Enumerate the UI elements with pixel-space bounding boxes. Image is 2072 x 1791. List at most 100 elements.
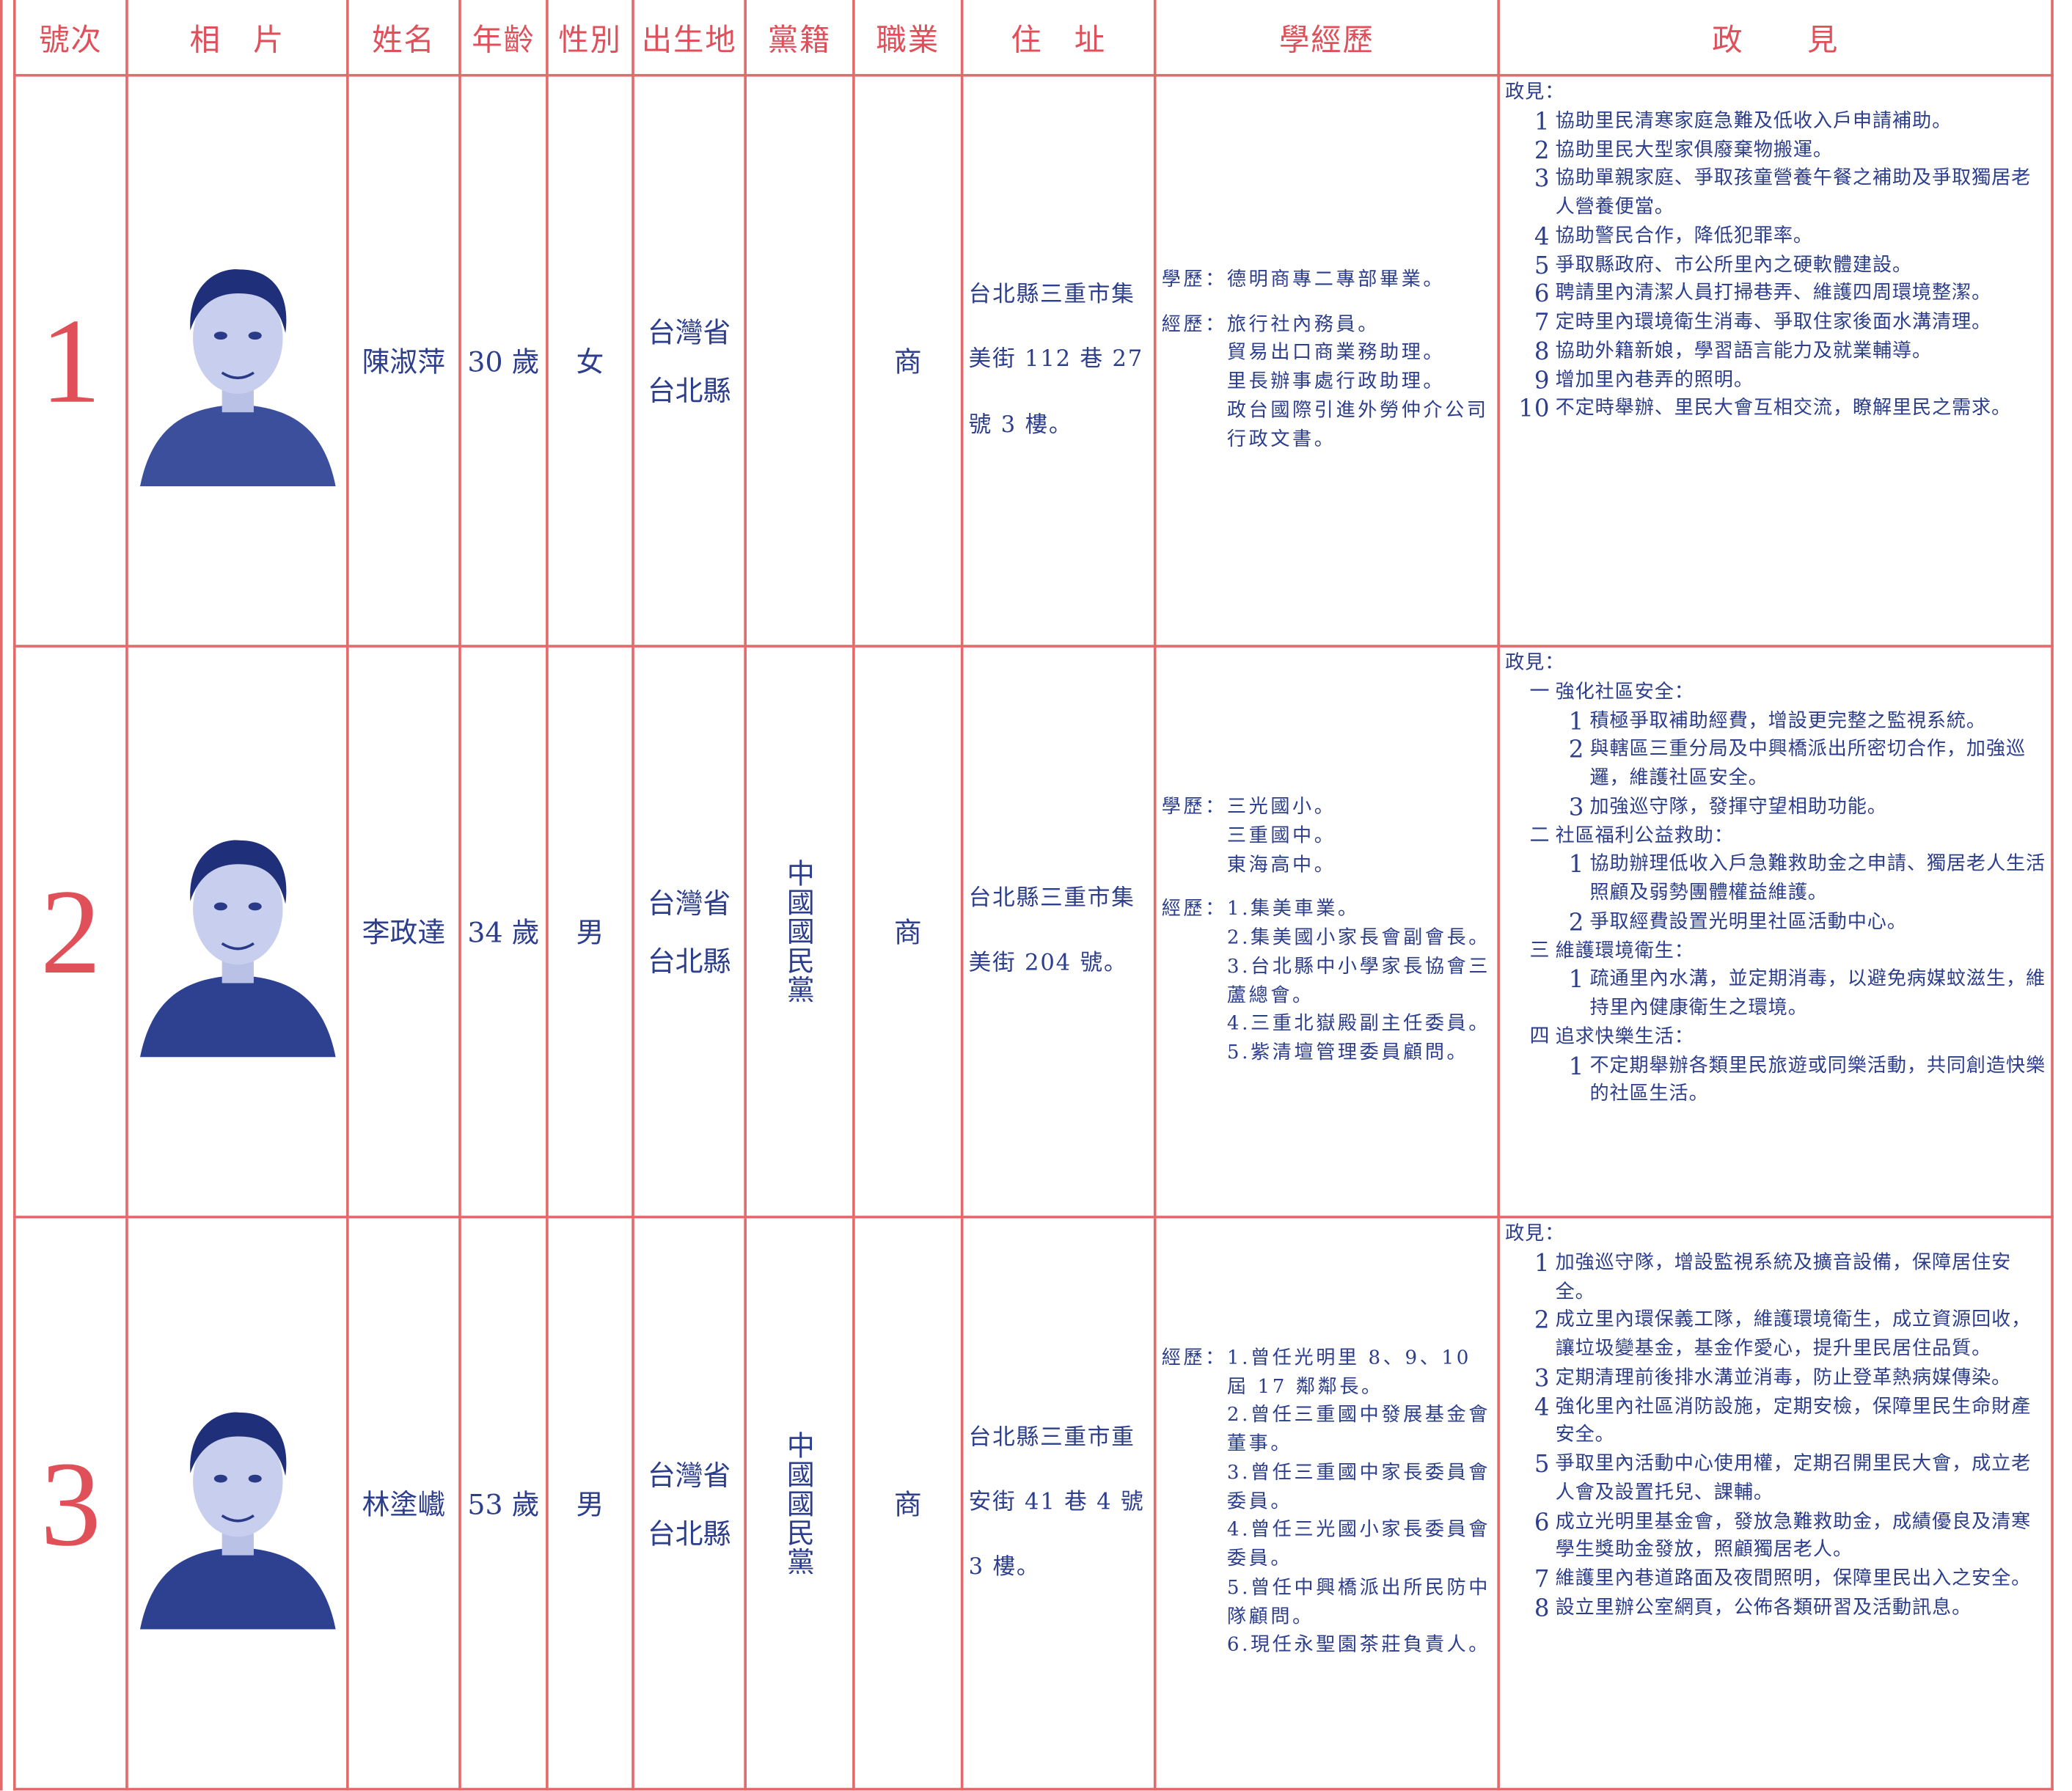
policy-number: 1 <box>1568 966 1585 995</box>
policy-text: 協助外籍新娘，學習語言能力及就業輔導。 <box>1555 340 1933 362</box>
policy-label: 政見： <box>1505 1223 1565 1245</box>
candidate-gender: 女 <box>548 76 634 648</box>
birthplace-line: 台北縣 <box>647 946 731 978</box>
policy-item: 2 爭取經費設置光明里社區活動中心。 <box>1540 909 2046 937</box>
birthplace-cell: 台灣省 台北縣 <box>634 76 747 648</box>
cv-block: 學歷： 德明商專二專部畢業。 經歷： 旅行社內務員。 貿易出口商業務助理。 里長辦事處行政… <box>1162 251 1498 471</box>
occupation: 商 <box>854 647 964 1219</box>
policy-text: 積極爭取補助經費，增設更完整之監視系統。 <box>1589 710 1986 732</box>
policy-number: 4 <box>1534 223 1551 251</box>
policy-text: 不定期舉辦各類里民旅遊或同樂活動，共同創造快樂的社區生活。 <box>1589 1055 2046 1105</box>
policy-number: 8 <box>1534 1594 1551 1623</box>
policy-text: 成立里內環保義工隊，維護環境衛生，成立資源回收，讓垃圾變基金，基金作愛心，提升里… <box>1555 1309 2032 1360</box>
candidate-number: 3 <box>13 1218 128 1791</box>
policy-item: 1 積極爭取補助經費，增設更完整之監視系統。 <box>1540 708 2046 736</box>
policy-label: 政見： <box>1505 81 1565 103</box>
policy-item: 9 增加里內巷弄的照明。 <box>1505 367 2046 395</box>
photo-cell <box>128 76 349 648</box>
experience-group: 經歷： 1.集美車業。 2.集美國小家長會副會長。 3.台北縣中小學家長協會三蘆總會。… <box>1162 896 1498 1069</box>
policy-text: 協助警民合作，降低犯罪率。 <box>1555 225 1813 247</box>
policy-item: 7 定時里內環境衛生消毒、爭取住家後面水溝清理。 <box>1505 310 2046 338</box>
policy-text: 爭取縣政府、市公所里內之硬軟體建設。 <box>1555 254 1913 276</box>
experience-item: 里長辦事處行政助理。 <box>1226 371 1446 393</box>
address-cell: 台北縣三重市集美街 112 巷 27 號 3 樓。 <box>963 76 1157 648</box>
photo-cell <box>128 1218 349 1791</box>
policy-subitems: 1 協助辦理低收入戶急難救助金之申請、獨居老人生活照顧及弱勢團體權益維護。 2 爭取經… <box>1505 851 2046 938</box>
policy-item: 8 協助外籍新娘，學習語言能力及就業輔導。 <box>1505 338 2046 367</box>
experience-label: 經歷： <box>1161 1347 1227 1369</box>
photo-cell <box>128 647 349 1219</box>
education-list: 德明商專二專部畢業。 <box>1227 266 1445 295</box>
education-experience-cell: 學歷： 德明商專二專部畢業。 經歷： 旅行社內務員。 貿易出口商業務助理。 里長辦事處行政… <box>1156 76 1500 648</box>
policy-item: 二社區福利公益救助： <box>1505 823 2046 851</box>
policy-item: 7 維護里內巷道路面及夜間照明，保障里民出入之安全。 <box>1505 1566 2046 1594</box>
candidate-name: 李政達 <box>348 647 461 1219</box>
policy-text: 加強巡守隊，增設監視系統及擴音設備，保障居住安全。 <box>1555 1252 2012 1303</box>
education-label: 學歷： <box>1161 796 1227 818</box>
policy-text: 強化社區安全： <box>1555 681 1694 703</box>
policy-text: 與轄區三重分局及中興橋派出所密切合作，加強巡邏，維護社區安全。 <box>1589 739 2027 789</box>
education-experience-cell: 學歷： 三光國小。 三重國中。 東海高中。 經歷： 1.集美車業。 2.集美國小家長會副會長… <box>1156 647 1500 1219</box>
experience-list: 旅行社內務員。 貿易出口商業務助理。 里長辦事處行政助理。 政台國際引進外勞仲介公司行… <box>1227 311 1497 455</box>
policy-cell: 政見：一強化社區安全： 1 積極爭取補助經費，增設更完整之監視系統。 2 與轄區三重分局… <box>1499 647 2054 1219</box>
party: 中國國民黨 <box>783 1430 816 1576</box>
candidate-gender: 男 <box>548 1218 634 1791</box>
birthplace: 台灣省 台北縣 <box>648 864 731 999</box>
experience-group: 經歷： 1.曾任光明里 8、9、10 屆 17 鄰鄰長。 2.曾任三重國中發展基金會… <box>1162 1345 1498 1661</box>
candidate-number: 1 <box>13 76 128 648</box>
experience-item: 6.現任永聖園茶莊負責人。 <box>1226 1635 1491 1657</box>
policy-block: 政見： 1 協助里民清寒家庭急難及低收入戶申請補助。 2 協助里民大型家俱廢棄物搬運。 3… <box>1505 79 2046 424</box>
policy-text: 爭取里內活動中心使用權，定期召開里民大會，成立老人會及設置托兒、課輔。 <box>1555 1453 2032 1504</box>
experience-item: 2.曾任三重國中發展基金會董事。 <box>1226 1404 1491 1455</box>
education-item: 三光國小。 <box>1226 796 1336 818</box>
policy-subitems: 1 疏通里內水溝，並定期消毒，以避免病媒蚊滋生，維持里內健康衛生之環境。 <box>1505 966 2046 1023</box>
policy-item: 三維護環境衛生： <box>1505 937 2046 966</box>
birthplace-line: 台灣省 <box>647 887 731 920</box>
policy-number: 三 <box>1529 937 1551 962</box>
policy-item: 2 與轄區三重分局及中興橋派出所密切合作，加強巡邏，維護社區安全。 <box>1540 736 2046 794</box>
column-header: 年齡 <box>461 0 549 77</box>
experience-item: 2.集美國小家長會副會長。 <box>1226 928 1491 949</box>
policy-text: 維護環境衛生： <box>1555 940 1694 962</box>
policy-number: 1 <box>1534 1249 1551 1278</box>
education-item: 德明商專二專部畢業。 <box>1226 269 1446 290</box>
policy-number: 7 <box>1534 309 1551 337</box>
birthplace-line: 台灣省 <box>647 317 731 349</box>
candidate-number: 2 <box>13 647 128 1219</box>
policy-item: 1 加強巡守隊，增設監視系統及擴音設備，保障居住安全。 <box>1505 1250 2046 1307</box>
column-header: 黨籍 <box>746 0 855 77</box>
policy-item: 4 強化里內社區消防設施，定期安檢，保障里民生命財產安全。 <box>1505 1393 2046 1451</box>
education-label: 學歷： <box>1161 269 1227 290</box>
candidate-photo <box>139 806 335 1058</box>
birthplace-cell: 台灣省 台北縣 <box>634 647 747 1219</box>
policy-cell: 政見： 1 加強巡守隊，增設監視系統及擴音設備，保障居住安全。 2 成立里內環保義工隊，… <box>1499 1218 2054 1791</box>
candidate-age: 34 歲 <box>461 647 549 1219</box>
experience-label: 經歷： <box>1161 898 1227 920</box>
candidate-name: 陳淑萍 <box>348 76 461 648</box>
policy-number: 3 <box>1534 165 1551 194</box>
experience-item: 政台國際引進外勞仲介公司行政文書。 <box>1226 400 1489 450</box>
party-cell: 中國國民黨 <box>746 1218 855 1791</box>
experience-item: 1.曾任光明里 8、9、10 屆 17 鄰鄰長。 <box>1226 1347 1471 1398</box>
column-header: 性別 <box>548 0 634 77</box>
policy-item: 10 不定時舉辦、里民大會互相交流，瞭解里民之需求。 <box>1505 395 2046 424</box>
policy-item: 5 爭取縣政府、市公所里內之硬軟體建設。 <box>1505 252 2046 280</box>
policy-text: 協助單親家庭、爭取孩童營養午餐之補助及爭取獨居老人營養便當。 <box>1555 168 2032 219</box>
policy-item: 2 協助里民大型家俱廢棄物搬運。 <box>1505 136 2046 165</box>
policy-number: 2 <box>1568 736 1585 764</box>
party: 中國國民黨 <box>783 859 816 1005</box>
policy-number: 1 <box>1534 108 1551 136</box>
party-cell <box>746 76 855 648</box>
candidate-age: 53 歲 <box>461 1218 549 1791</box>
policy-subitems: 1 積極爭取補助經費，增設更完整之監視系統。 2 與轄區三重分局及中興橋派出所密切合作… <box>1505 708 2046 823</box>
column-header: 學經歷 <box>1156 0 1500 77</box>
policy-text: 疏通里內水溝，並定期消毒，以避免病媒蚊滋生，維持里內健康衛生之環境。 <box>1589 969 2046 1019</box>
policy-text: 聘請里內清潔人員打掃巷弄、維護四周環境整潔。 <box>1555 283 1992 304</box>
policy-number: 2 <box>1568 909 1585 937</box>
candidate-age: 30 歲 <box>461 76 549 648</box>
policy-text: 定期清理前後排水溝並消毒，防止登革熱病媒傳染。 <box>1555 1367 2012 1389</box>
policy-item: 1 協助里民清寒家庭急難及低收入戶申請補助。 <box>1505 108 2046 136</box>
column-header: 政 見 <box>1499 0 2054 77</box>
policy-label: 政見： <box>1505 653 1565 674</box>
